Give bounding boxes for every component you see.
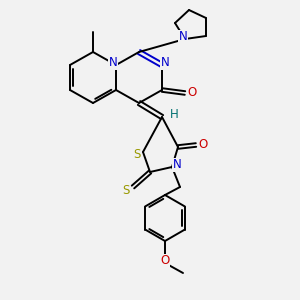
Text: O: O	[188, 86, 196, 100]
Text: S: S	[133, 148, 141, 160]
Text: H: H	[169, 109, 178, 122]
Text: O: O	[198, 137, 208, 151]
Text: N: N	[178, 31, 188, 44]
Text: N: N	[172, 158, 182, 172]
Text: S: S	[122, 184, 130, 197]
Text: N: N	[109, 56, 117, 70]
Text: N: N	[160, 56, 169, 70]
Text: O: O	[160, 254, 169, 268]
